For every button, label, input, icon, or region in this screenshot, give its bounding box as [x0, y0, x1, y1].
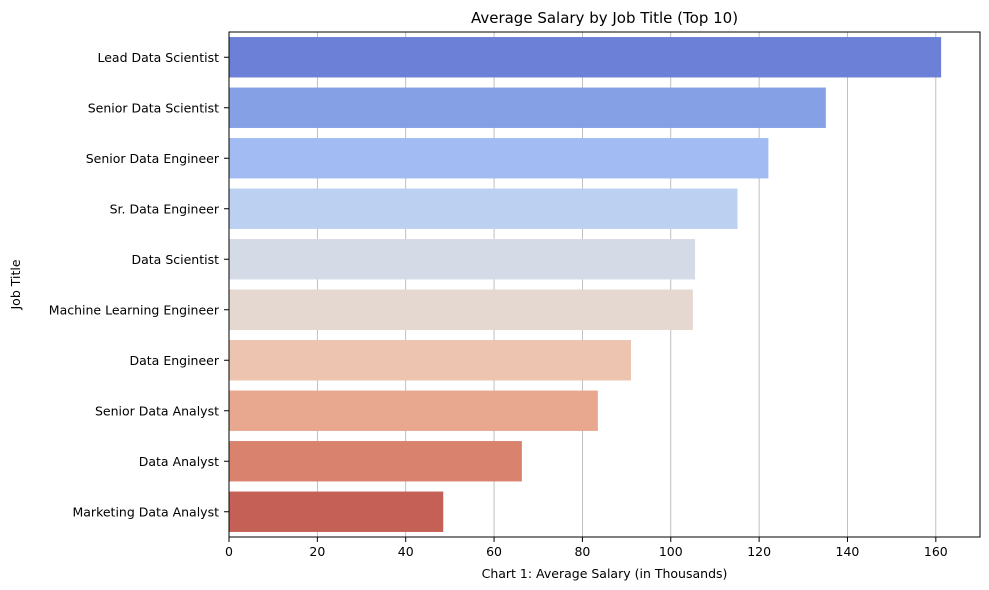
y-tick-label: Data Analyst: [139, 454, 219, 469]
y-tick-label: Data Scientist: [132, 252, 220, 267]
x-tick-label: 80: [574, 544, 590, 559]
bar: [229, 390, 598, 431]
y-tick-label: Senior Data Analyst: [95, 403, 219, 418]
bar: [229, 441, 522, 482]
bar: [229, 138, 769, 179]
y-tick-label: Sr. Data Engineer: [110, 201, 220, 216]
y-tick-label: Senior Data Scientist: [88, 100, 219, 115]
x-tick-label: 20: [309, 544, 325, 559]
bar: [229, 37, 942, 78]
y-axis-label: Job Title: [8, 259, 23, 310]
x-tick-label: 100: [659, 544, 683, 559]
x-axis-ticks: 0 20 40 60 80 100 120 140 160: [225, 537, 948, 559]
bar: [229, 289, 693, 330]
y-tick-label: Marketing Data Analyst: [72, 504, 219, 519]
x-axis-label: Chart 1: Average Salary (in Thousands): [482, 566, 728, 581]
bars: [229, 37, 942, 532]
y-axis-ticks: Lead Data Scientist Senior Data Scientist…: [49, 50, 229, 519]
y-tick-label: Machine Learning Engineer: [49, 302, 220, 317]
y-tick-label: Data Engineer: [130, 353, 220, 368]
x-tick-label: 40: [398, 544, 414, 559]
x-tick-label: 0: [225, 544, 233, 559]
x-tick-label: 160: [924, 544, 948, 559]
y-tick-label: Senior Data Engineer: [86, 151, 220, 166]
bar: [229, 491, 444, 532]
bar: [229, 87, 826, 128]
x-tick-label: 120: [747, 544, 771, 559]
bar: [229, 340, 632, 381]
bar: [229, 239, 696, 280]
x-tick-label: 140: [836, 544, 860, 559]
chart-title: Average Salary by Job Title (Top 10): [471, 9, 738, 27]
x-tick-label: 60: [486, 544, 502, 559]
plot-frame: [228, 31, 981, 538]
y-tick-label: Lead Data Scientist: [97, 50, 219, 65]
bar: [229, 188, 738, 229]
